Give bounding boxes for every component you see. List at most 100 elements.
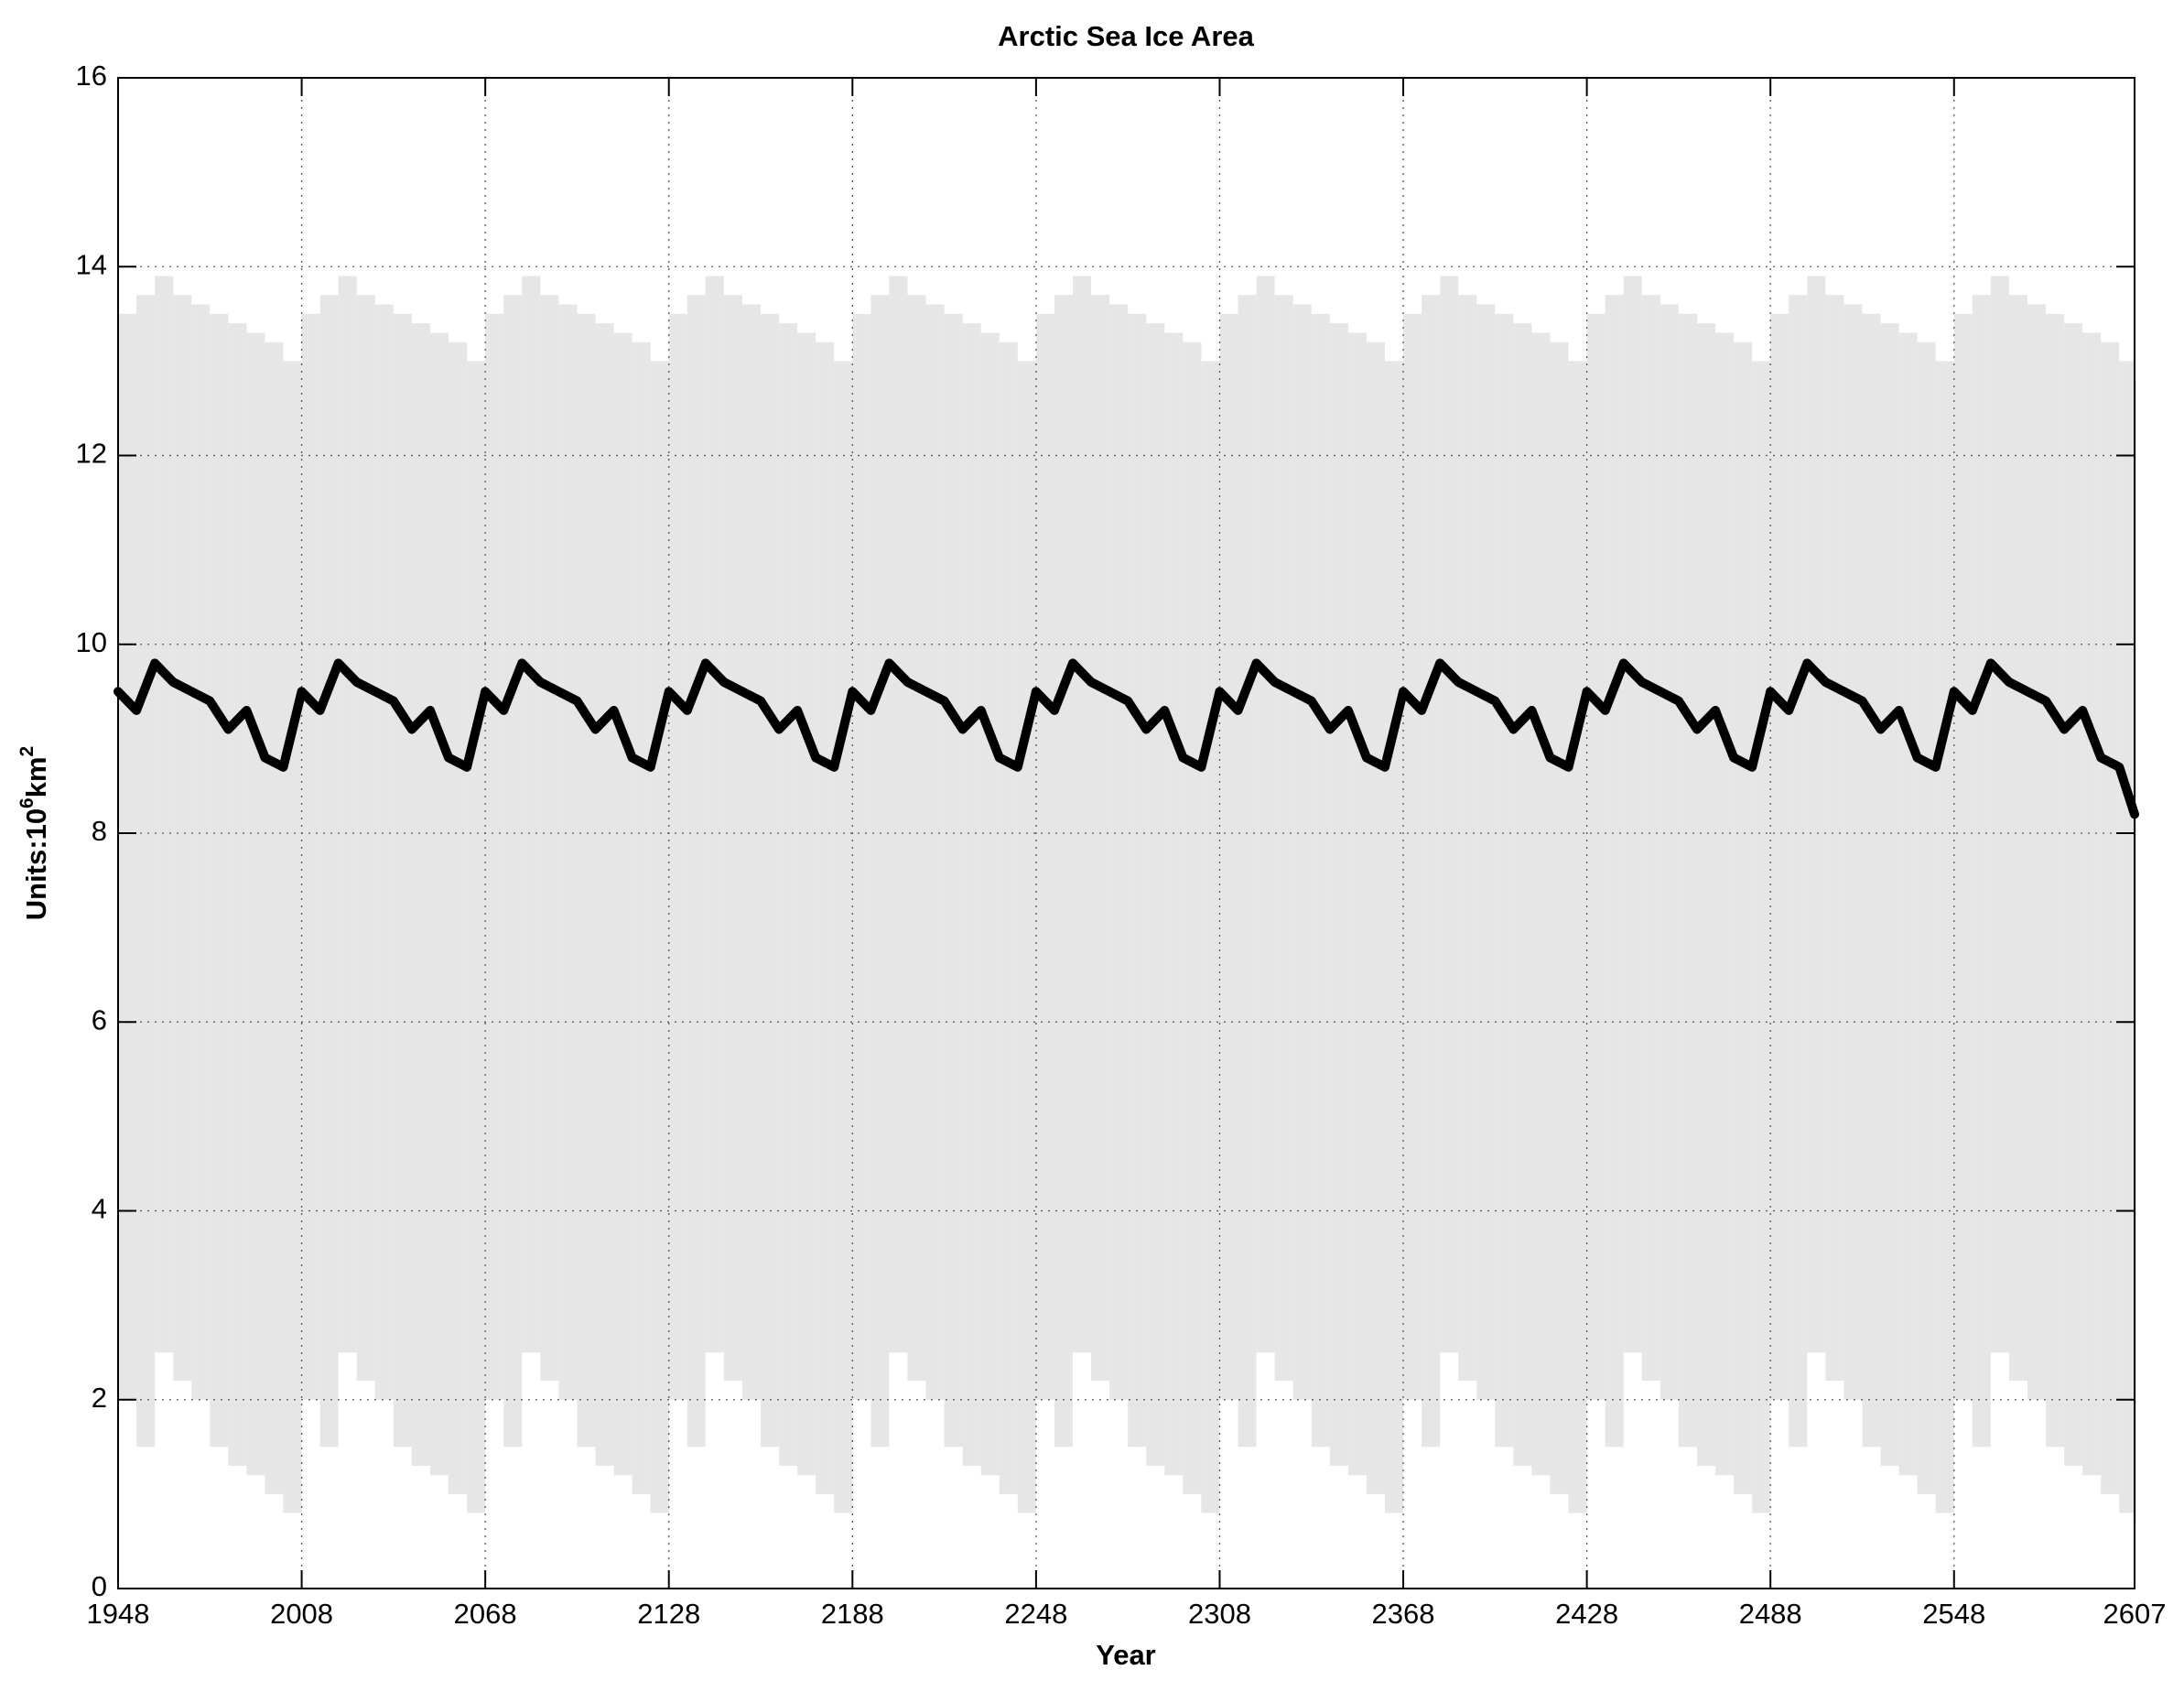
range-bar xyxy=(1201,361,1220,1513)
range-bar xyxy=(1274,295,1293,1382)
range-bar xyxy=(1898,332,1918,1476)
range-bar xyxy=(191,304,211,1400)
range-bar xyxy=(1238,295,1257,1448)
range-bar xyxy=(1440,276,1459,1353)
range-bar xyxy=(522,276,541,1353)
range-bar xyxy=(2008,295,2027,1382)
y-tick-label: 2 xyxy=(92,1382,107,1414)
y-label-sup: 6 xyxy=(16,797,38,808)
range-bar xyxy=(816,342,835,1494)
range-bar xyxy=(265,342,284,1494)
range-bar xyxy=(1366,342,1385,1494)
x-tick-label: 2548 xyxy=(1922,1598,1985,1630)
range-bar xyxy=(1495,313,1514,1448)
range-bar xyxy=(650,361,669,1513)
range-bar xyxy=(1641,295,1660,1382)
y-axis-label: Units:106km2 xyxy=(16,746,53,921)
y-tick-label: 8 xyxy=(92,815,107,847)
range-bar xyxy=(246,332,265,1476)
range-bar xyxy=(741,304,762,1400)
range-bar xyxy=(1568,361,1587,1513)
range-bar xyxy=(613,332,632,1476)
range-bar xyxy=(2027,304,2047,1400)
range-bar xyxy=(1292,304,1312,1400)
range-bar xyxy=(2064,323,2083,1466)
range-bar xyxy=(485,313,504,1400)
range-bar xyxy=(429,332,449,1476)
range-bar xyxy=(852,313,871,1400)
x-tick-label: 2428 xyxy=(1555,1598,1618,1630)
range-bar xyxy=(1752,361,1771,1513)
range-bar xyxy=(1128,313,1147,1448)
range-bar xyxy=(1072,276,1092,1353)
range-bar xyxy=(1054,295,1073,1448)
range-bar xyxy=(705,276,724,1353)
y-tick-label: 12 xyxy=(76,438,107,470)
range-bar xyxy=(1109,304,1129,1400)
range-bar xyxy=(338,276,357,1353)
x-tick-label: 2607 xyxy=(2103,1598,2167,1630)
range-bar xyxy=(687,295,706,1448)
range-bar xyxy=(577,313,596,1448)
range-bar xyxy=(797,332,816,1476)
range-bar xyxy=(925,304,945,1400)
range-bar xyxy=(1953,313,1973,1400)
range-bar xyxy=(467,361,486,1513)
range-bar xyxy=(118,313,137,1400)
range-bar xyxy=(1917,342,1936,1494)
mean-line xyxy=(114,658,2139,819)
range-bar xyxy=(283,361,302,1513)
range-bar xyxy=(356,295,375,1382)
range-bar xyxy=(2082,332,2102,1476)
y-tick-label: 4 xyxy=(92,1193,107,1225)
x-axis-label: Year xyxy=(1096,1639,1156,1671)
range-bar xyxy=(1678,313,1697,1448)
x-tick-label: 2008 xyxy=(270,1598,333,1630)
range-bar xyxy=(1531,332,1551,1476)
range-bar xyxy=(889,276,908,1353)
x-tick-label: 2488 xyxy=(1739,1598,1802,1630)
range-bar xyxy=(1219,313,1238,1400)
range-bar xyxy=(1715,332,1735,1476)
range-bar xyxy=(1660,304,1679,1400)
range-bar xyxy=(1183,342,1202,1494)
range-bar xyxy=(1311,313,1330,1448)
range-bar xyxy=(393,313,412,1448)
range-bar xyxy=(2101,342,2120,1494)
range-bar xyxy=(449,342,468,1494)
x-tick-label: 2068 xyxy=(454,1598,517,1630)
x-tick-label: 1948 xyxy=(87,1598,150,1630)
range-bar xyxy=(1476,304,1496,1400)
range-bar xyxy=(1422,295,1441,1448)
range-bar xyxy=(1972,295,1991,1448)
range-bar xyxy=(1843,304,1863,1400)
range-bar xyxy=(1384,361,1404,1513)
range-bar xyxy=(1550,342,1569,1494)
x-tick-label: 2248 xyxy=(1004,1598,1067,1630)
range-bar xyxy=(2046,313,2065,1448)
range-bar xyxy=(319,295,339,1448)
range-bar xyxy=(1825,295,1844,1382)
range-bar xyxy=(2119,361,2135,1513)
range-bar xyxy=(1862,313,1881,1448)
range-bar xyxy=(558,304,578,1400)
range-bar xyxy=(999,342,1018,1494)
x-tick-label: 2308 xyxy=(1188,1598,1251,1630)
range-bar xyxy=(136,295,156,1448)
y-tick-label: 10 xyxy=(76,626,107,658)
x-tick-label: 2128 xyxy=(637,1598,700,1630)
range-bar xyxy=(540,295,559,1382)
range-bar xyxy=(1880,323,1899,1466)
range-bar xyxy=(173,295,192,1382)
range-bar xyxy=(668,313,687,1400)
range-bar xyxy=(1403,313,1422,1400)
range-bar xyxy=(761,313,780,1448)
range-bar xyxy=(834,361,853,1513)
chart-title: Arctic Sea Ice Area xyxy=(998,20,1255,52)
range-bar xyxy=(1513,323,1532,1466)
range-bar xyxy=(907,295,926,1382)
range-bar xyxy=(779,323,798,1466)
y-tick-label: 16 xyxy=(76,60,107,92)
range-bar xyxy=(1586,313,1606,1400)
range-bar xyxy=(1605,295,1624,1448)
